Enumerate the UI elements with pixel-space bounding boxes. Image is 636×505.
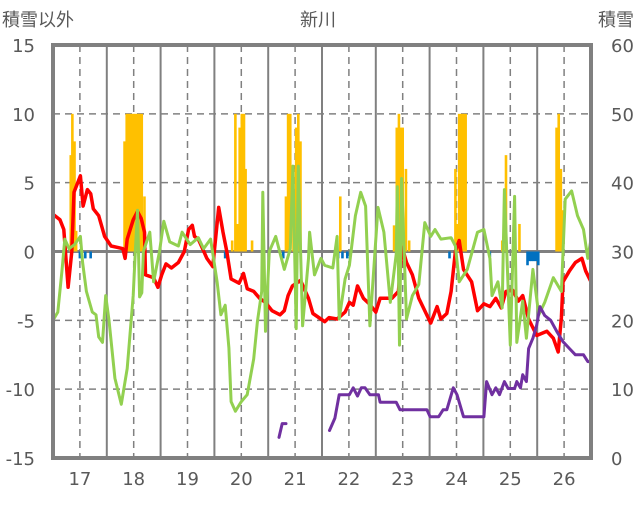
orange-bar [397,113,401,252]
orange-bar [127,113,131,252]
orange-bar [250,240,254,252]
y-right-tick-label: 40 [611,174,634,195]
y-right-tick-label: 0 [611,449,622,470]
orange-bar [518,223,521,252]
y-left-tick-label: -5 [17,311,35,332]
orange-bar [286,113,290,252]
orange-bar [140,113,144,252]
orange-bar [234,113,237,252]
y-left-tick-label: 5 [24,174,35,195]
orange-bar [338,196,342,252]
orange-bar [242,113,246,252]
green-series-line [51,164,593,413]
blue-bar [526,251,529,266]
orange-bar [244,168,247,252]
x-tick-label: 18 [122,469,145,490]
left-axis-title: 積雪以外 [2,10,74,31]
orange-bar [69,155,73,252]
orange-bar [240,113,244,252]
plot-frame [51,43,593,460]
orange-bar [238,127,241,252]
blue-bar [534,251,538,262]
right-axis-title: 積雪 [598,10,634,31]
x-tick-label: 20 [230,469,253,490]
y-right-tick-label: 60 [611,36,634,57]
orange-bar [136,113,139,252]
orange-bar [284,196,288,252]
blue-bar [536,251,540,266]
orange-bar [392,225,396,252]
blue-bar [281,251,285,259]
chart-title: 新川 [300,10,336,31]
purple-series-line [277,422,288,439]
x-tick-label: 22 [337,469,360,490]
tick-labels: 17 18 19 20 21 22 23 24 25 26151050-5-10-15605040… [6,36,634,490]
y-right-tick-label: 30 [611,243,634,264]
orange-bar [404,168,408,252]
x-tick-label: 21 [284,469,307,490]
y-left-tick-label: -10 [6,380,35,401]
y-left-tick-label: -15 [6,449,35,470]
purple-series-line [328,305,593,432]
y-left-tick-label: 10 [12,105,35,126]
blue-bar [530,251,534,262]
orange-bar [125,113,129,252]
x-tick-label: 26 [553,469,576,490]
blue-bar [528,251,531,262]
orange-bar [460,113,463,252]
blue-bar [345,251,349,259]
orange-bar [294,127,298,252]
x-tick-label: 25 [499,469,522,490]
blue-bar [448,251,451,259]
y-right-tick-label: 50 [611,105,634,126]
y-right-tick-label: 10 [611,380,634,401]
y-right-tick-label: 20 [611,311,634,332]
y-left-tick-label: 15 [12,36,35,57]
orange-bar [123,141,126,252]
orange-bar [236,223,239,252]
blue-bar [78,251,82,259]
blue-bar [341,251,344,259]
orange-bar [71,113,74,252]
orange-bar [143,196,146,252]
blue-bar [223,251,227,259]
blue-bar [532,251,536,262]
x-tick-label: 19 [176,469,199,490]
orange-bar [464,113,467,252]
x-tick-label: 17 [68,469,91,490]
orange-bar [462,113,465,252]
orange-bar [138,113,141,252]
orange-bar [131,113,135,252]
x-tick-label: 23 [391,469,414,490]
orange-bar [555,127,558,252]
orange-bar [134,113,137,252]
orange-bar [407,240,411,252]
blue-bar [89,251,92,259]
orange-bar [129,113,133,252]
y-left-tick-label: 0 [24,243,35,264]
x-tick-label: 24 [445,469,468,490]
orange-bar [559,168,563,252]
orange-bar [455,223,459,252]
blue-bar [83,251,87,259]
orange-bar [288,113,292,252]
orange-bar [457,113,461,252]
orange-bar [454,168,457,252]
orange-bar [230,240,234,252]
orange-bar [557,113,561,252]
